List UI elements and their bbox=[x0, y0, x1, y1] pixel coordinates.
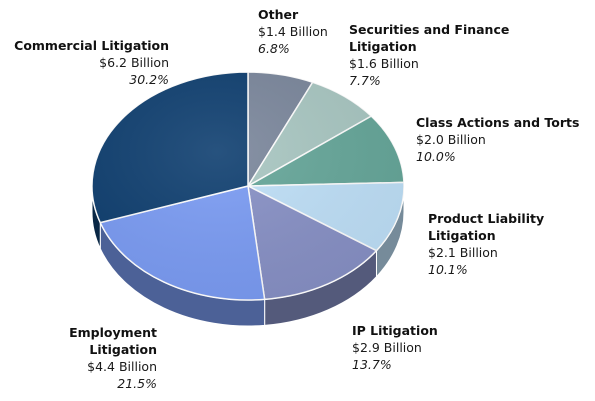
slice-percent: 10.1% bbox=[428, 262, 468, 277]
slice-percent: 10.0% bbox=[416, 149, 456, 164]
slice-label-securities-finance: Securities and Finance Litigation $1.6 B… bbox=[349, 21, 509, 89]
slice-label-other: Other $1.4 Billion 6.8% bbox=[258, 6, 328, 57]
slice-label-product-liability: Product Liability Litigation $2.1 Billio… bbox=[428, 210, 595, 278]
slice-amount: $1.6 Billion bbox=[349, 56, 419, 71]
slice-label-class-actions-torts: Class Actions and Torts $2.0 Billion 10.… bbox=[416, 114, 579, 165]
slice-name: Employment Litigation bbox=[69, 325, 157, 357]
slice-amount: $4.4 Billion bbox=[87, 359, 157, 374]
slice-amount: $2.1 Billion bbox=[428, 245, 498, 260]
slice-amount: $6.2 Billion bbox=[99, 55, 169, 70]
slice-name: Commercial Litigation bbox=[14, 38, 169, 53]
slice-percent: 21.5% bbox=[117, 376, 157, 391]
slice-label-ip-litigation: IP Litigation $2.9 Billion 13.7% bbox=[352, 322, 438, 373]
slice-name: Securities and Finance Litigation bbox=[349, 22, 510, 54]
slice-name: Product Liability Litigation bbox=[428, 211, 545, 243]
slice-percent: 30.2% bbox=[129, 72, 169, 87]
slice-label-employment: Employment Litigation $4.4 Billion 21.5% bbox=[0, 324, 157, 392]
slice-amount: $2.0 Billion bbox=[416, 132, 486, 147]
slice-label-commercial: Commercial Litigation $6.2 Billion 30.2% bbox=[14, 37, 169, 88]
slice-amount: $2.9 Billion bbox=[352, 340, 422, 355]
slice-percent: 13.7% bbox=[352, 357, 392, 372]
slice-name: Other bbox=[258, 7, 299, 22]
slice-name: IP Litigation bbox=[352, 323, 438, 338]
slice-percent: 6.8% bbox=[258, 41, 290, 56]
slice-percent: 7.7% bbox=[349, 73, 381, 88]
slice-amount: $1.4 Billion bbox=[258, 24, 328, 39]
pie-slices bbox=[91, 71, 405, 301]
slice-name: Class Actions and Torts bbox=[416, 115, 580, 130]
